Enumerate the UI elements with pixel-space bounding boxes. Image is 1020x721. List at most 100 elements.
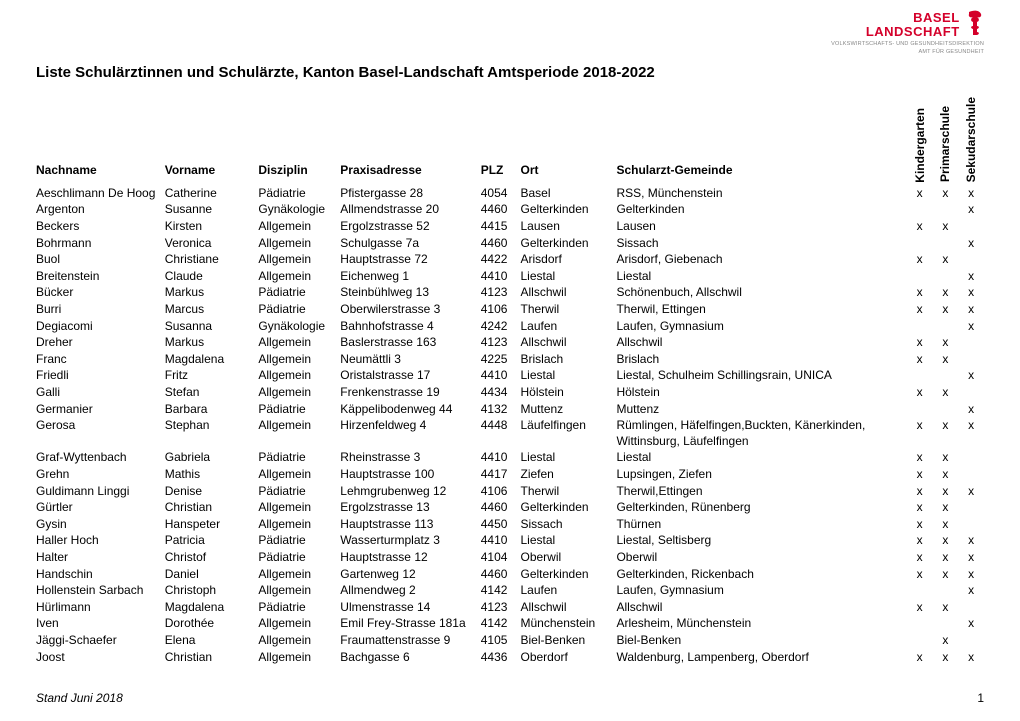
table-row: GysinHanspeterAllgemeinHauptstrasse 1134… [36, 516, 984, 533]
cell-nach: Bohrmann [36, 235, 165, 252]
cell-plz: 4448 [481, 418, 521, 450]
cell-gem: Gelterkinden, Rünenberg [616, 500, 906, 517]
cell-plz: 4460 [481, 235, 521, 252]
cell-ss: x [958, 483, 984, 500]
cell-adr: Käppelibodenweg 44 [340, 401, 480, 418]
cell-gem: Hölstein [616, 385, 906, 402]
logo-staff-icon [966, 10, 984, 39]
cell-ss: x [958, 549, 984, 566]
cell-vor: Catherine [165, 185, 259, 202]
cell-plz: 4436 [481, 649, 521, 666]
cell-ps: x [932, 500, 958, 517]
table-row: GalliStefanAllgemeinFrenkenstrasse 19443… [36, 385, 984, 402]
cell-ps [932, 616, 958, 633]
cell-ort: Allschwil [521, 335, 617, 352]
cell-kg: x [907, 649, 933, 666]
cell-adr: Hirzenfeldweg 4 [340, 418, 480, 450]
cell-ps: x [932, 252, 958, 269]
table-row: BohrmannVeronicaAllgemeinSchulgasse 7a44… [36, 235, 984, 252]
cell-nach: Galli [36, 385, 165, 402]
cell-ss [958, 599, 984, 616]
cell-plz: 4106 [481, 483, 521, 500]
cell-gem: Gelterkinden [616, 202, 906, 219]
cell-ort: Brislach [521, 351, 617, 368]
cell-dis: Pädiatrie [258, 450, 340, 467]
cell-ort: Basel [521, 185, 617, 202]
cell-nach: Argenton [36, 202, 165, 219]
cell-kg: x [907, 483, 933, 500]
cell-ps: x [932, 466, 958, 483]
cell-dis: Pädiatrie [258, 185, 340, 202]
cell-plz: 4123 [481, 599, 521, 616]
cell-vor: Veronica [165, 235, 259, 252]
cell-dis: Allgemein [258, 252, 340, 269]
table-row: BurriMarcusPädiatrieOberwilerstrasse 341… [36, 302, 984, 319]
cell-gem: Laufen, Gymnasium [616, 583, 906, 600]
cell-kg: x [907, 466, 933, 483]
cell-adr: Allmendstrasse 20 [340, 202, 480, 219]
cell-dis: Allgemein [258, 219, 340, 236]
doctors-table: Nachname Vorname Disziplin Praxisadresse… [36, 95, 984, 666]
cell-adr: Allmendweg 2 [340, 583, 480, 600]
cell-vor: Markus [165, 335, 259, 352]
cell-vor: Stephan [165, 418, 259, 450]
cell-gem: Allschwil [616, 335, 906, 352]
cell-gem: Liestal [616, 450, 906, 467]
cell-ort: Gelterkinden [521, 235, 617, 252]
table-row: ArgentonSusanneGynäkologieAllmendstrasse… [36, 202, 984, 219]
cell-gem: Muttenz [616, 401, 906, 418]
table-row: Graf-WyttenbachGabrielaPädiatrieRheinstr… [36, 450, 984, 467]
cell-adr: Hauptstrasse 100 [340, 466, 480, 483]
cell-ort: Muttenz [521, 401, 617, 418]
cell-vor: Claude [165, 268, 259, 285]
cell-kg [907, 632, 933, 649]
cell-ss: x [958, 302, 984, 319]
cell-ps: x [932, 302, 958, 319]
cell-kg: x [907, 516, 933, 533]
cell-ort: Laufen [521, 583, 617, 600]
table-header-row: Nachname Vorname Disziplin Praxisadresse… [36, 95, 984, 185]
cell-ss: x [958, 401, 984, 418]
table-row: DegiacomiSusannaGynäkologieBahnhofstrass… [36, 318, 984, 335]
cell-vor: Markus [165, 285, 259, 302]
cell-ort: Liestal [521, 368, 617, 385]
cell-dis: Allgemein [258, 368, 340, 385]
cell-nach: Dreher [36, 335, 165, 352]
col-ort: Ort [521, 95, 617, 185]
cell-ps [932, 583, 958, 600]
cell-plz: 4410 [481, 368, 521, 385]
table-row: BeckersKirstenAllgemeinErgolzstrasse 524… [36, 219, 984, 236]
footer-page: 1 [977, 691, 984, 705]
cell-dis: Allgemein [258, 268, 340, 285]
cell-kg [907, 202, 933, 219]
cell-gem: Oberwil [616, 549, 906, 566]
col-disziplin: Disziplin [258, 95, 340, 185]
cell-nach: Franc [36, 351, 165, 368]
cell-ort: Allschwil [521, 285, 617, 302]
doctors-table-wrap: Nachname Vorname Disziplin Praxisadresse… [36, 95, 984, 666]
cell-vor: Christian [165, 500, 259, 517]
cell-plz: 4142 [481, 616, 521, 633]
cell-plz: 4460 [481, 566, 521, 583]
cell-adr: Rheinstrasse 3 [340, 450, 480, 467]
cell-nach: Breitenstein [36, 268, 165, 285]
cell-ps: x [932, 335, 958, 352]
cell-gem: Therwil, Ettingen [616, 302, 906, 319]
cell-nach: Germanier [36, 401, 165, 418]
col-sekundarschule: Sekudarschule [958, 95, 984, 185]
cell-ps [932, 318, 958, 335]
cell-ort: Ziefen [521, 466, 617, 483]
cell-plz: 4417 [481, 466, 521, 483]
table-row: JoostChristianAllgemeinBachgasse 64436Ob… [36, 649, 984, 666]
cell-vor: Christof [165, 549, 259, 566]
cell-ps: x [932, 185, 958, 202]
cell-ss: x [958, 583, 984, 600]
cell-adr: Hauptstrasse 113 [340, 516, 480, 533]
cell-ss: x [958, 268, 984, 285]
cell-gem: Therwil,Ettingen [616, 483, 906, 500]
cell-ss [958, 450, 984, 467]
cell-ort: Liestal [521, 268, 617, 285]
cell-kg: x [907, 566, 933, 583]
footer-date: Stand Juni 2018 [36, 691, 123, 705]
cell-gem: Liestal, Schulheim Schillingsrain, UNICA [616, 368, 906, 385]
